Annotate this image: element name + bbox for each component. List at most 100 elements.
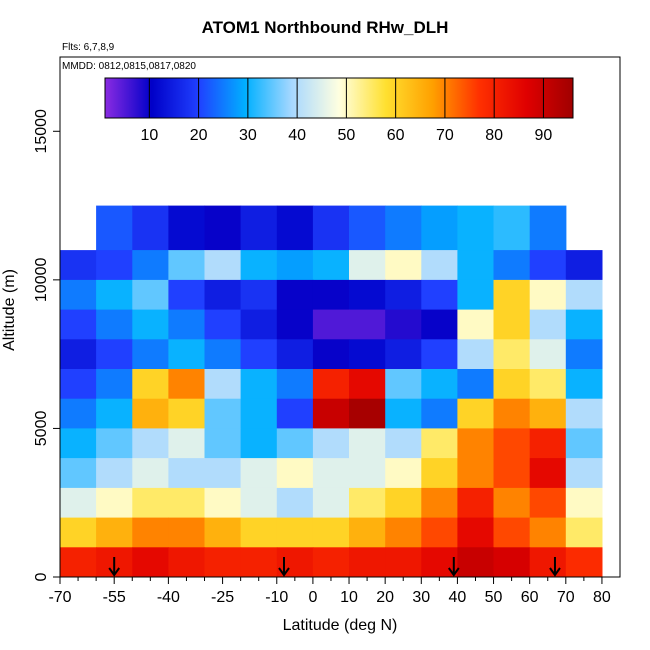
field-cell bbox=[349, 487, 386, 519]
field-cell bbox=[240, 487, 278, 519]
field-cell bbox=[96, 458, 133, 489]
field-cell bbox=[276, 398, 314, 429]
field-cell bbox=[168, 279, 206, 311]
field-cell bbox=[565, 547, 603, 577]
field-cell bbox=[204, 487, 242, 519]
field-cell bbox=[421, 339, 458, 370]
field-cell bbox=[349, 428, 386, 459]
field-cell bbox=[132, 398, 169, 429]
field-cell bbox=[529, 205, 567, 251]
profile-marker-arrow bbox=[549, 567, 561, 577]
field-cell bbox=[457, 547, 495, 577]
field-cell bbox=[312, 458, 350, 489]
field-cell bbox=[240, 250, 278, 281]
field-cell bbox=[385, 547, 422, 577]
colorbar-tick-label: 50 bbox=[337, 127, 355, 144]
y-tick-label: 10000 bbox=[33, 258, 50, 303]
field-cell bbox=[349, 458, 386, 489]
field-cell bbox=[385, 339, 422, 370]
field-cell bbox=[240, 205, 278, 251]
field-cell bbox=[96, 309, 133, 340]
field-cell bbox=[60, 398, 97, 429]
field-cell bbox=[204, 517, 242, 548]
field-cell bbox=[529, 250, 567, 281]
field-cell bbox=[529, 398, 567, 429]
field-cell bbox=[312, 250, 350, 281]
field-cell bbox=[421, 487, 458, 519]
field-cell bbox=[457, 205, 495, 251]
x-tick-label: -10 bbox=[265, 589, 288, 606]
field-cell bbox=[276, 279, 314, 311]
field-cell bbox=[60, 428, 97, 459]
field-cell bbox=[385, 250, 422, 281]
field-cell bbox=[96, 369, 133, 400]
field-cell bbox=[565, 339, 603, 370]
field-cell bbox=[493, 398, 531, 429]
x-tick-label: 60 bbox=[521, 589, 539, 606]
profile-markers bbox=[108, 557, 561, 577]
field-cell bbox=[312, 309, 350, 340]
field-cell bbox=[349, 517, 386, 548]
field-cell bbox=[385, 458, 422, 489]
field-cell bbox=[565, 309, 603, 340]
field-cell bbox=[276, 517, 314, 548]
field-cell bbox=[493, 309, 531, 340]
field-cell bbox=[312, 517, 350, 548]
field-cell bbox=[132, 428, 169, 459]
x-tick-label: 20 bbox=[376, 589, 394, 606]
profile-marker-arrow bbox=[447, 567, 460, 577]
field-cell bbox=[240, 369, 278, 400]
field-cell bbox=[168, 309, 206, 340]
field-cell bbox=[132, 369, 169, 400]
field-cell bbox=[421, 279, 458, 311]
field-cell bbox=[60, 250, 97, 281]
field-cell bbox=[60, 458, 97, 489]
field-cell bbox=[349, 398, 386, 429]
field-cell bbox=[312, 369, 350, 400]
rh-field bbox=[60, 205, 603, 577]
field-cell bbox=[240, 547, 278, 577]
field-cell bbox=[132, 487, 169, 519]
field-cell bbox=[276, 369, 314, 400]
field-cell bbox=[529, 309, 567, 340]
field-cell bbox=[349, 339, 386, 370]
field-cell bbox=[96, 250, 133, 281]
field-cell bbox=[60, 517, 97, 548]
field-cell bbox=[385, 309, 422, 340]
field-cell bbox=[168, 487, 206, 519]
field-cell bbox=[204, 309, 242, 340]
field-cell bbox=[565, 279, 603, 311]
field-cell bbox=[457, 487, 495, 519]
profile-marker-arrow bbox=[278, 567, 290, 577]
field-cell bbox=[312, 428, 350, 459]
field-cell bbox=[385, 398, 422, 429]
field-cell bbox=[96, 428, 133, 459]
field-cell bbox=[276, 487, 314, 519]
colorbar-tick-label: 60 bbox=[387, 127, 405, 144]
field-cell bbox=[132, 517, 169, 548]
field-cell bbox=[132, 205, 169, 251]
field-cell bbox=[529, 339, 567, 370]
field-cell bbox=[240, 339, 278, 370]
colorbar-tick-label: 90 bbox=[535, 127, 553, 144]
field-cell bbox=[168, 369, 206, 400]
field-cell bbox=[457, 250, 495, 281]
field-cell bbox=[168, 339, 206, 370]
x-tick-label: -40 bbox=[157, 589, 180, 606]
field-cell bbox=[204, 547, 242, 577]
field-cell bbox=[565, 458, 603, 489]
field-cell bbox=[60, 339, 97, 370]
field-cell bbox=[168, 547, 206, 577]
field-cell bbox=[565, 428, 603, 459]
field-cell bbox=[276, 205, 314, 251]
colorbar-tick-label: 30 bbox=[239, 127, 257, 144]
field-cell bbox=[240, 428, 278, 459]
field-cell bbox=[385, 279, 422, 311]
field-cell bbox=[204, 339, 242, 370]
field-cell bbox=[349, 369, 386, 400]
colorbar-tick-label: 20 bbox=[190, 127, 208, 144]
field-cell bbox=[168, 458, 206, 489]
field-cell bbox=[421, 309, 458, 340]
field-cell bbox=[421, 428, 458, 459]
